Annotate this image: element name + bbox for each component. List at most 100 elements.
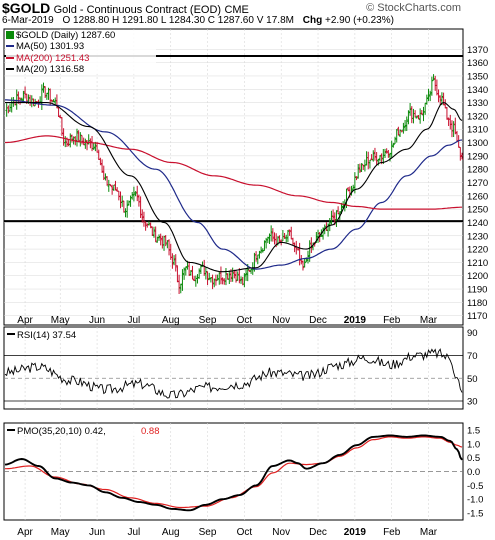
price-bar	[164, 235, 167, 247]
price-bar	[219, 266, 223, 285]
price-bar	[105, 176, 109, 186]
xtick-label-bottom: May	[51, 527, 70, 538]
price-ytick-label: 1200	[467, 271, 488, 282]
price-bar	[104, 173, 107, 181]
price-ytick-label: 1270	[467, 178, 488, 189]
price-bar	[187, 261, 191, 276]
price-ytick-label: 1170	[467, 311, 487, 322]
price-bar	[40, 84, 44, 111]
price-bar	[452, 121, 455, 138]
price-bar	[152, 226, 156, 238]
xtick-label-bottom: Aug	[162, 527, 180, 538]
price-bar	[139, 196, 142, 218]
ma20-line	[5, 102, 463, 273]
price-bar	[206, 271, 209, 285]
pmo-ytick-label: 1.5	[467, 425, 480, 436]
xtick-label-bottom: Dec	[309, 527, 327, 538]
price-bar	[407, 110, 410, 125]
price-bar	[385, 148, 388, 154]
price-bar	[184, 266, 187, 276]
price-bar	[301, 260, 305, 271]
price-bar	[266, 236, 270, 244]
pmo-ytick-label: 0.0	[467, 467, 480, 478]
xtick-label-top: Dec	[309, 315, 327, 326]
xtick-label-bottom: Oct	[237, 527, 253, 538]
pmo-legend-bg	[6, 424, 166, 436]
price-bar	[20, 97, 23, 101]
price-ytick-label: 1340	[467, 85, 488, 96]
price-ytick-label: 1250	[467, 205, 488, 216]
price-bar	[460, 152, 464, 160]
xtick-label-top: Nov	[272, 315, 290, 326]
xtick-label-top: Mar	[420, 315, 438, 326]
xtick-label-top: Jun	[89, 315, 105, 326]
price-bar	[221, 277, 224, 285]
xtick-label-bottom: Feb	[383, 527, 401, 538]
price-bar	[425, 94, 429, 105]
price-bar	[191, 265, 194, 280]
price-bar	[370, 154, 373, 161]
price-bar	[174, 254, 177, 272]
price-bar	[177, 274, 181, 294]
pmo-panel-title: PMO(35,20,10) 0.42,	[17, 426, 106, 437]
price-bar	[286, 229, 290, 243]
price-bar	[402, 122, 405, 134]
instrument-name: Gold - Continuous Contract (EOD)	[53, 4, 222, 16]
symbol: $GOLD	[2, 0, 51, 16]
price-bar	[403, 119, 407, 132]
price-bar	[141, 209, 144, 223]
price-bar	[254, 251, 258, 262]
change-value: +2.90 (+0.23%)	[324, 15, 394, 26]
quote-date: 6-Mar-2019	[2, 15, 54, 26]
price-bar	[310, 237, 313, 253]
pmo-ytick-label: -1.5	[467, 509, 483, 520]
xtick-label-bottom: 2019	[344, 527, 367, 538]
price-bar	[172, 255, 176, 266]
price-bar	[387, 150, 390, 158]
xtick-label-bottom: Jul	[127, 527, 140, 538]
rsi-panel-title: RSI(14) 37.54	[17, 330, 76, 341]
price-bar	[52, 99, 55, 103]
price-bar	[149, 222, 152, 229]
pmo-ytick-label: 0.5	[467, 453, 480, 464]
price-bar	[50, 99, 54, 103]
price-bar	[211, 274, 214, 290]
price-legend-swatch	[6, 31, 14, 39]
price-bar	[321, 227, 325, 240]
price-bar	[120, 195, 124, 207]
price-bar	[432, 74, 435, 81]
price-bar	[179, 283, 182, 294]
price-bar	[368, 159, 372, 169]
price-ytick-label: 1180	[467, 298, 487, 309]
price-bar	[300, 255, 303, 265]
rsi-ytick-label: 30	[467, 397, 478, 408]
price-panel-title: $GOLD (Daily) 1287.60	[16, 30, 115, 41]
price-bar	[134, 191, 137, 197]
xtick-label-top: Oct	[237, 315, 253, 326]
price-ytick-label: 1330	[467, 98, 488, 109]
price-bar	[335, 210, 338, 227]
price-bar	[357, 163, 360, 179]
price-ytick-label: 1310	[467, 125, 488, 136]
price-bar	[362, 164, 365, 170]
xtick-label-top: 2019	[344, 315, 367, 326]
price-bar	[109, 183, 112, 187]
price-bar	[85, 140, 89, 151]
price-legend-bg	[6, 30, 156, 74]
rsi-panel-frame	[3, 326, 464, 410]
ma200-line	[5, 135, 462, 210]
header-line-1: $GOLD Gold - Continuous Contract (EOD) C…	[2, 0, 249, 16]
rsi-ytick-label: 50	[467, 374, 478, 385]
rsi-ytick-label: 70	[467, 351, 478, 362]
price-bar	[228, 270, 231, 285]
price-bar	[288, 229, 291, 236]
xtick-label-bottom: Apr	[17, 527, 33, 538]
price-bar	[126, 200, 129, 218]
price-bar	[214, 274, 218, 286]
price-bar	[42, 82, 45, 93]
price-bar	[248, 269, 251, 273]
price-bar	[296, 248, 300, 251]
xtick-label-top: Sep	[199, 315, 217, 326]
price-bar	[427, 88, 430, 102]
